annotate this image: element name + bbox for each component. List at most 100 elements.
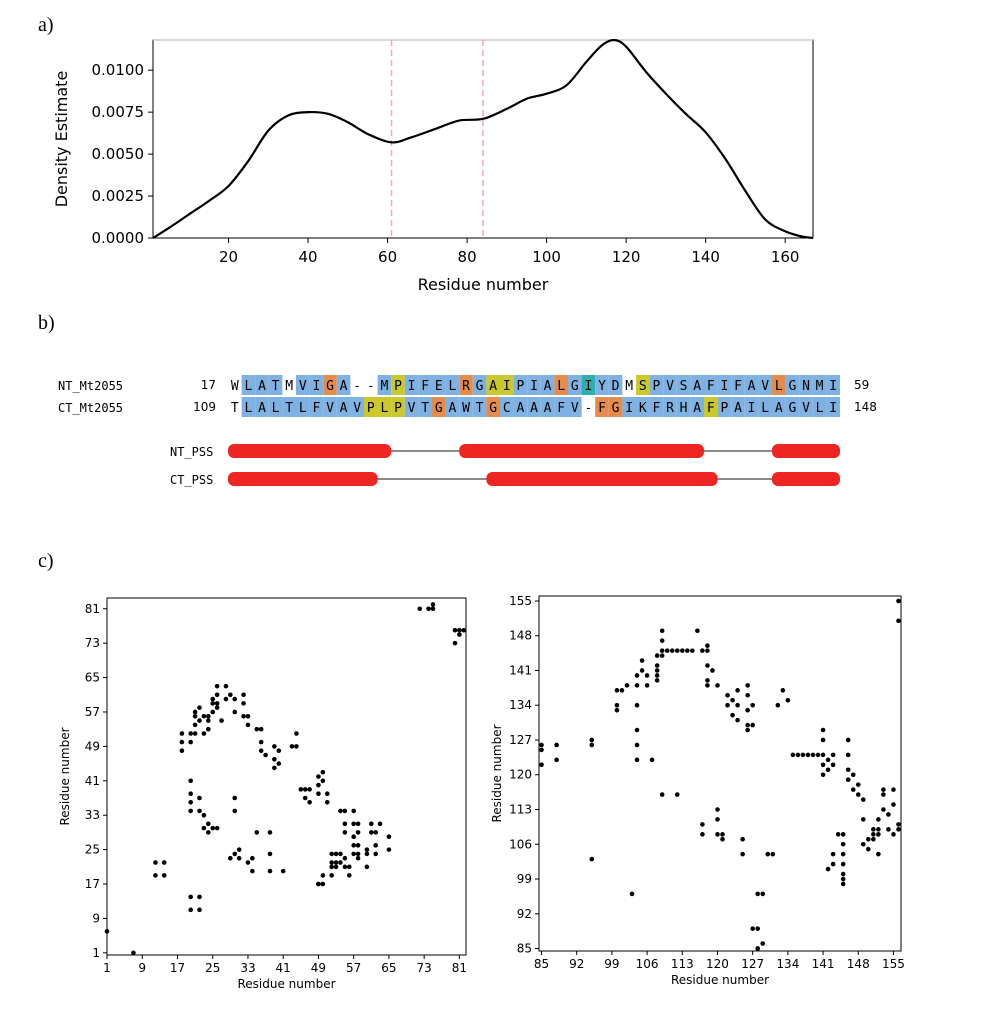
contact-point [634, 727, 640, 733]
contact-point [364, 847, 370, 852]
contact-point [201, 825, 207, 831]
contact-point [316, 774, 321, 779]
alignment-row-name: NT_Mt2055 [58, 379, 123, 393]
residue-letter: K [639, 401, 647, 416]
contact-point [188, 791, 193, 797]
contact-point [329, 864, 334, 870]
contact-point [735, 688, 740, 693]
residue-letter: P [394, 401, 402, 416]
contact-point [871, 827, 876, 832]
residue-letter: I [748, 401, 756, 416]
residue-letter: T [476, 401, 484, 416]
residue-letter: V [802, 401, 810, 416]
x-tick-label: 106 [636, 957, 659, 971]
residue-highlight [676, 375, 691, 395]
contact-point [750, 722, 755, 728]
residue-letter: I [503, 379, 511, 394]
contact-point [554, 742, 559, 748]
contact-point [197, 718, 202, 723]
residue-letter: F [557, 401, 565, 416]
contact-point [840, 832, 846, 837]
contact-point [364, 864, 370, 870]
residue-highlight [513, 375, 528, 395]
contact-point [250, 855, 255, 861]
contact-point [750, 926, 755, 931]
contact-point [368, 821, 374, 827]
contact-point [896, 827, 901, 832]
contact-point [715, 832, 720, 837]
residue-highlight [309, 375, 324, 395]
contact-point [272, 744, 277, 749]
contact-point [426, 606, 431, 612]
residue-letter: - [367, 379, 375, 394]
contact-point [639, 668, 645, 673]
contact-point [860, 817, 866, 822]
contact-point [153, 873, 158, 878]
contact-point [765, 851, 771, 857]
x-tick-label: 120 [706, 957, 729, 971]
residue-letter: A [748, 379, 756, 394]
contact-point [333, 864, 339, 870]
pss-row-name: NT_PSS [170, 445, 213, 459]
residue-letter: - [353, 379, 361, 394]
residue-letter: L [761, 401, 769, 416]
contact-point [355, 821, 361, 827]
contact-point [669, 648, 675, 653]
contact-point [659, 792, 665, 797]
contact-point [715, 807, 720, 812]
residue-highlight [404, 375, 419, 395]
panel-label-c: c) [38, 550, 54, 572]
contact-point [232, 709, 238, 715]
contact-point [654, 668, 660, 673]
residue-highlight [418, 375, 432, 395]
y-tick-label: 9 [92, 911, 100, 925]
contact-point [430, 606, 436, 612]
contact-point [750, 702, 755, 708]
contact-point [539, 762, 544, 768]
residue-highlight [268, 375, 283, 395]
contact-point [342, 821, 348, 827]
contact-point [153, 860, 158, 865]
x-tick-label: 141 [812, 957, 835, 971]
contact-point [351, 843, 356, 848]
contact-point [634, 683, 640, 688]
contact-point [745, 683, 750, 688]
contact-point [730, 697, 735, 703]
contact-point [188, 907, 193, 913]
contact-point [876, 827, 881, 832]
contact-point [740, 836, 745, 842]
y-tick-label: 92 [517, 907, 532, 921]
residue-highlight [717, 397, 732, 417]
residue-letter: P [394, 379, 402, 394]
contact-point [355, 830, 361, 835]
residue-highlight [676, 397, 691, 417]
residue-letter: S [639, 379, 647, 394]
contact-point [815, 752, 821, 758]
contact-point [805, 752, 811, 758]
contact-point [210, 709, 216, 715]
residue-highlight [799, 397, 813, 417]
residue-letter: G [612, 401, 620, 416]
contact-point [619, 688, 625, 693]
contact-point [866, 836, 871, 842]
residue-highlight [785, 375, 800, 395]
residue-highlight [432, 397, 446, 417]
residue-highlight [282, 397, 296, 417]
residue-letter: F [707, 379, 715, 394]
contact-point [720, 832, 725, 837]
contact-point [245, 860, 251, 865]
residue-letter: L [299, 401, 307, 416]
contact-point [206, 726, 211, 732]
y-tick-label: 73 [85, 636, 100, 650]
residue-highlight [595, 397, 609, 417]
residue-highlight [432, 375, 446, 395]
contact-point [223, 683, 229, 689]
x-tick-label: 127 [741, 957, 764, 971]
residue-highlight [445, 375, 460, 395]
contact-point [725, 702, 730, 708]
residue-highlight [527, 397, 541, 417]
contact-point [104, 929, 110, 934]
contact-point [324, 791, 330, 797]
contact-point [871, 832, 876, 837]
y-tick-label: 141 [509, 663, 532, 677]
